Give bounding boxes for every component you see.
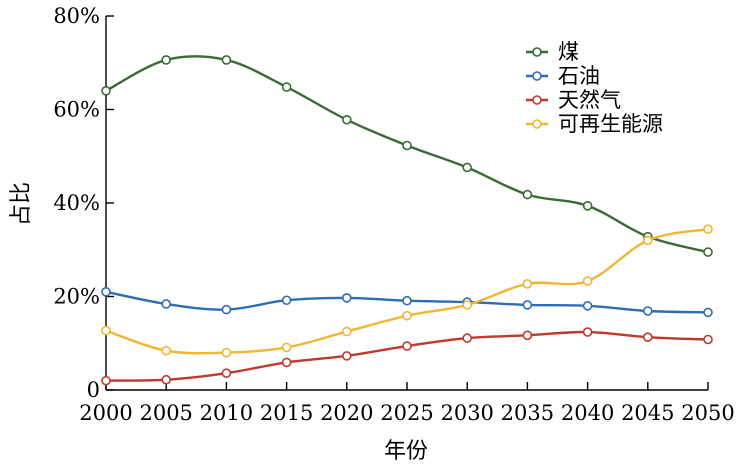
x-tick-label: 2005 <box>139 401 192 425</box>
y-tick-label: 80% <box>53 4 100 28</box>
data-point <box>582 201 593 211</box>
data-point <box>582 327 593 337</box>
series-line <box>104 330 710 382</box>
axes: 0 20% 40% 60% 80% 2000 2005 2010 2015 2020 2025 203… <box>53 4 734 425</box>
legend-label: 煤 <box>558 40 579 64</box>
data-point <box>101 86 111 96</box>
data-point <box>462 162 473 173</box>
legend-entry: 煤 <box>526 40 579 64</box>
x-tick-label: 2010 <box>200 401 253 425</box>
data-point <box>402 140 412 151</box>
series-line <box>104 55 710 254</box>
data-point <box>281 342 292 353</box>
x-tick-label: 2040 <box>561 401 614 425</box>
legend-swatch-marker <box>532 71 542 81</box>
data-point <box>341 114 352 125</box>
data-point <box>703 307 713 318</box>
series-1 <box>101 287 713 318</box>
x-tick-label: 2020 <box>320 401 373 425</box>
series-3 <box>101 224 713 358</box>
data-point <box>462 300 473 310</box>
x-tick-label: 2025 <box>380 401 433 425</box>
data-point <box>402 310 412 321</box>
data-point <box>101 375 111 386</box>
series-group <box>101 55 713 386</box>
data-point <box>161 374 171 385</box>
legend-swatch-marker <box>532 119 542 129</box>
legend-swatch-marker <box>532 95 542 105</box>
data-point <box>642 332 653 342</box>
y-tick-label: 0 <box>87 378 100 402</box>
data-point <box>221 55 232 65</box>
data-point <box>221 368 232 378</box>
data-point <box>462 333 473 343</box>
legend-entry: 可再生能源 <box>526 112 663 136</box>
data-point <box>341 293 352 303</box>
legend-swatch-marker <box>532 47 542 57</box>
legend-entry: 石油 <box>526 64 600 88</box>
data-point <box>703 334 713 345</box>
y-tick-label: 60% <box>53 98 100 122</box>
data-point <box>642 235 653 246</box>
y-axis-label: 占比 <box>9 182 34 226</box>
data-point <box>522 189 533 200</box>
data-point <box>703 247 713 257</box>
legend-label: 可再生能源 <box>558 112 663 136</box>
data-point <box>341 351 352 361</box>
data-point <box>101 287 111 297</box>
data-point <box>522 300 533 310</box>
data-point <box>582 301 593 311</box>
data-point <box>402 341 412 351</box>
x-tick-label: 2030 <box>440 401 493 425</box>
data-point <box>522 279 533 289</box>
data-point <box>402 295 412 306</box>
data-point <box>522 330 533 341</box>
x-tick-label: 2015 <box>260 401 313 425</box>
legend-entry: 天然气 <box>526 88 621 112</box>
data-point <box>703 224 713 234</box>
data-point <box>642 306 653 316</box>
data-point <box>101 325 111 336</box>
data-point <box>221 347 232 358</box>
x-tick-label: 2000 <box>79 401 132 425</box>
data-point <box>221 304 232 315</box>
series-0 <box>101 55 713 257</box>
data-point <box>281 357 292 368</box>
data-point <box>161 55 171 65</box>
data-point <box>161 299 171 309</box>
data-point <box>582 276 593 286</box>
legend-label: 天然气 <box>558 88 621 112</box>
data-point <box>161 345 171 356</box>
data-point <box>341 326 352 337</box>
x-tick-label: 2035 <box>501 401 554 425</box>
series-2 <box>101 327 713 386</box>
data-point <box>281 295 292 306</box>
x-axis-label: 年份 <box>384 439 428 464</box>
y-tick-label: 20% <box>53 285 100 309</box>
x-tick-label: 2045 <box>621 401 674 425</box>
legend-label: 石油 <box>558 64 600 88</box>
data-point <box>281 82 292 92</box>
y-tick-label: 40% <box>53 191 100 215</box>
x-tick-label: 2050 <box>681 401 734 425</box>
